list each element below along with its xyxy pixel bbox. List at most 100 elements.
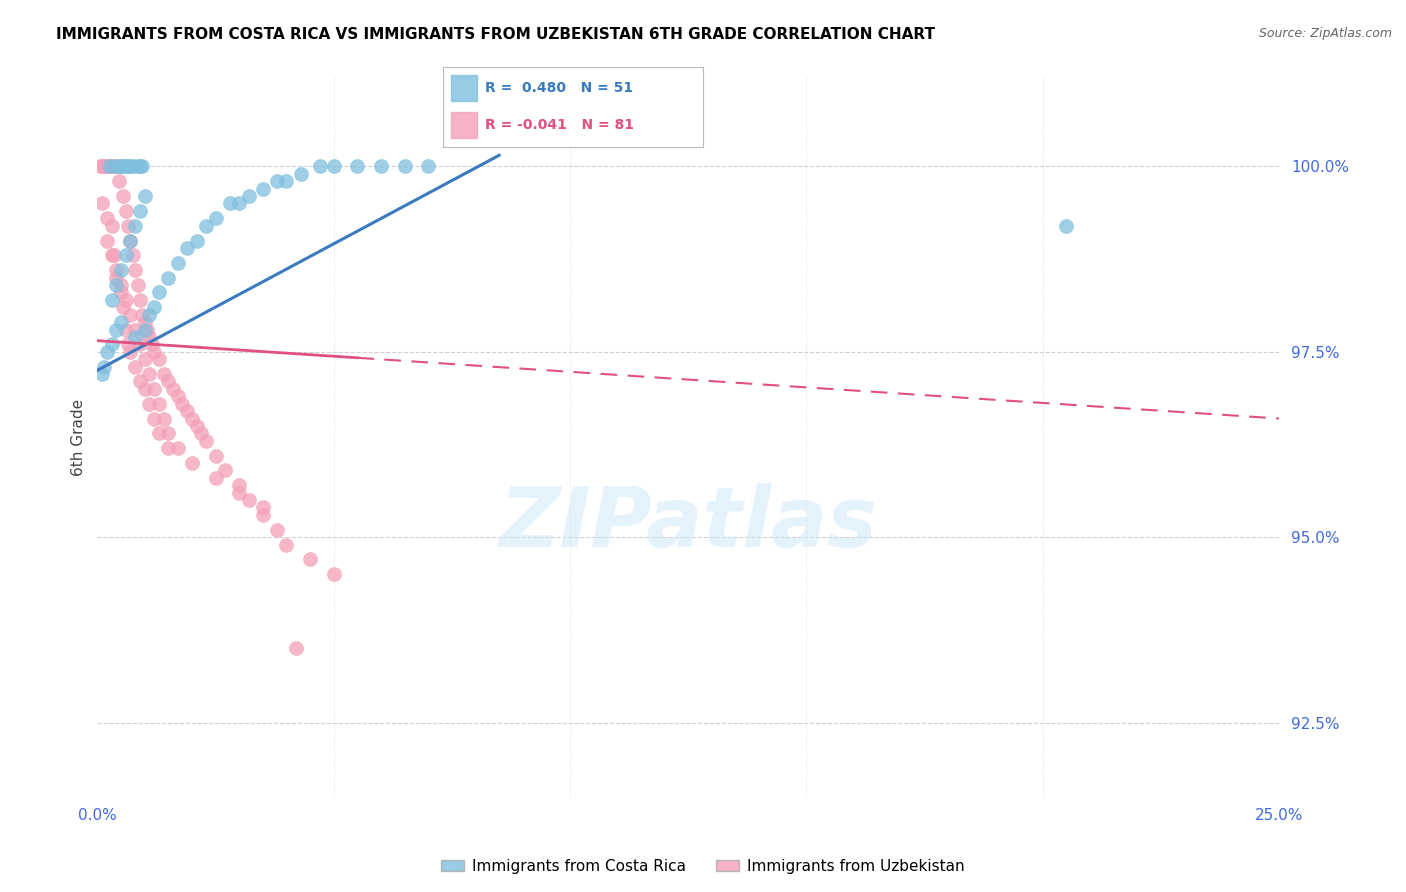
Point <box>120 234 142 248</box>
Text: Source: ZipAtlas.com: Source: ZipAtlas.com <box>1258 27 1392 40</box>
Legend: Immigrants from Costa Rica, Immigrants from Uzbekistan: Immigrants from Costa Rica, Immigrants f… <box>436 853 970 880</box>
Point <box>322 160 344 174</box>
Point <box>110 315 132 329</box>
Point <box>124 219 146 233</box>
Bar <box>451 112 477 137</box>
Point <box>308 160 330 174</box>
Text: ZIPatlas: ZIPatlas <box>499 483 877 564</box>
Point <box>103 248 125 262</box>
Point <box>252 508 274 522</box>
Point <box>134 382 156 396</box>
Point <box>117 160 139 174</box>
Point <box>266 523 288 537</box>
Point <box>290 167 312 181</box>
Point <box>128 203 150 218</box>
Point <box>105 322 128 336</box>
Point <box>148 352 170 367</box>
Point <box>148 397 170 411</box>
Point <box>134 352 156 367</box>
Point <box>128 337 150 351</box>
Point <box>157 426 180 441</box>
Point <box>112 301 135 315</box>
Point <box>117 219 139 233</box>
Point <box>134 189 156 203</box>
Point <box>127 278 149 293</box>
Point <box>143 344 166 359</box>
Point <box>114 203 136 218</box>
Point <box>186 234 208 248</box>
Point <box>120 308 142 322</box>
Point <box>276 174 298 188</box>
Point <box>138 308 160 322</box>
Point <box>266 174 288 188</box>
Point <box>157 270 180 285</box>
Point <box>131 308 153 322</box>
Point <box>121 160 143 174</box>
Text: IMMIGRANTS FROM COSTA RICA VS IMMIGRANTS FROM UZBEKISTAN 6TH GRADE CORRELATION C: IMMIGRANTS FROM COSTA RICA VS IMMIGRANTS… <box>56 27 935 42</box>
Point <box>124 359 146 374</box>
Point <box>157 375 180 389</box>
Point <box>238 493 260 508</box>
Point <box>276 538 298 552</box>
Point <box>89 160 111 174</box>
Point <box>143 382 166 396</box>
Point <box>394 160 416 174</box>
Point <box>124 263 146 277</box>
Point <box>107 174 129 188</box>
Point <box>100 337 122 351</box>
Point <box>105 263 128 277</box>
Point <box>121 248 143 262</box>
Point <box>110 160 132 174</box>
Point <box>136 322 159 336</box>
Point <box>131 160 153 174</box>
Point <box>91 160 114 174</box>
Point <box>98 160 121 174</box>
Point <box>322 567 344 582</box>
Point <box>186 419 208 434</box>
Point <box>96 211 118 226</box>
Point <box>103 160 125 174</box>
Point <box>418 160 440 174</box>
Point <box>228 485 250 500</box>
Point <box>134 315 156 329</box>
Point <box>138 367 160 381</box>
Point <box>124 330 146 344</box>
Point <box>299 552 322 566</box>
Point <box>127 160 149 174</box>
Point <box>114 160 136 174</box>
Point <box>214 463 236 477</box>
Bar <box>451 75 477 101</box>
Point <box>180 411 202 425</box>
Point <box>162 382 184 396</box>
Point <box>195 219 218 233</box>
Point <box>110 263 132 277</box>
Point <box>103 160 125 174</box>
Point <box>110 278 132 293</box>
Point <box>110 160 132 174</box>
Point <box>124 322 146 336</box>
Point <box>252 182 274 196</box>
Point <box>114 322 136 336</box>
Point <box>204 449 226 463</box>
Point <box>148 285 170 300</box>
Point <box>195 434 218 448</box>
Point <box>252 500 274 515</box>
Point <box>152 411 174 425</box>
Point <box>128 160 150 174</box>
Point <box>148 426 170 441</box>
Point <box>114 293 136 307</box>
Text: R =  0.480   N = 51: R = 0.480 N = 51 <box>485 81 633 95</box>
Point <box>96 234 118 248</box>
Point <box>96 160 118 174</box>
Point <box>172 397 194 411</box>
Point <box>120 344 142 359</box>
Point <box>176 241 198 255</box>
Point <box>100 160 122 174</box>
Point <box>143 411 166 425</box>
Text: R = -0.041   N = 81: R = -0.041 N = 81 <box>485 118 634 132</box>
Point <box>93 160 115 174</box>
Point <box>238 189 260 203</box>
Point <box>1054 219 1077 233</box>
Point <box>228 478 250 492</box>
Point <box>128 375 150 389</box>
